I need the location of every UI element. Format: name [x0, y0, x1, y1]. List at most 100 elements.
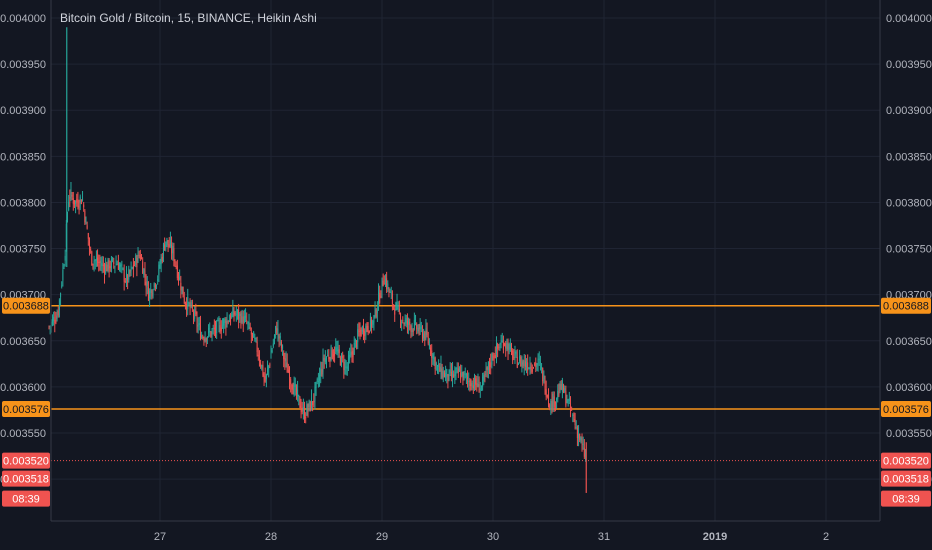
candle-body [536, 364, 538, 366]
candle-body [142, 261, 144, 274]
candle-body [374, 306, 376, 317]
candle-body [275, 326, 277, 334]
candle-body [315, 381, 317, 389]
candle-body [371, 319, 373, 328]
candle-body [166, 238, 168, 243]
candle-body [153, 283, 155, 288]
candle-body [115, 263, 117, 265]
y-tick-label: 0.003850 [886, 151, 932, 163]
candle-body [236, 309, 238, 314]
candle-body [339, 357, 341, 366]
candle-body [575, 427, 577, 429]
candle-body [304, 408, 306, 421]
candle-body [494, 354, 496, 359]
candle-body [225, 321, 227, 328]
candle-body [566, 402, 568, 404]
candle-body [188, 302, 190, 304]
candle-body [460, 372, 462, 380]
candle-body [106, 264, 108, 272]
candle-body [527, 362, 529, 371]
grid-lines [51, 0, 880, 521]
candle-body [121, 264, 123, 266]
level-tag-right [881, 401, 931, 418]
candle-body [411, 328, 413, 330]
candle-body [218, 322, 220, 324]
candle-body [129, 270, 131, 274]
candle-body [378, 291, 380, 305]
candle-body [238, 309, 240, 320]
candle-body [260, 363, 262, 367]
candle-body [425, 328, 427, 339]
candle-body [159, 266, 161, 268]
candle-body [329, 358, 331, 363]
candle-body [558, 392, 560, 396]
current-price-tag-left-label: 0.003518 [3, 474, 49, 486]
candle-body [92, 263, 94, 265]
candle-body [576, 427, 578, 439]
candle-body [284, 358, 286, 362]
candle-body [128, 268, 130, 280]
candle-body [406, 320, 408, 325]
candle-body [151, 290, 153, 297]
candle-body [499, 349, 501, 351]
x-tick-label: 27 [154, 531, 166, 543]
candle-body [219, 325, 221, 333]
candle-body [400, 315, 401, 324]
candle-body [520, 357, 522, 367]
candle-body [257, 354, 259, 357]
candle-body [572, 414, 574, 416]
candle-body [264, 376, 266, 382]
candle-body [181, 286, 183, 293]
y-tick-label: 0.003900 [886, 105, 932, 117]
candle-body [409, 321, 411, 325]
candle-body [364, 331, 366, 337]
candle-body [167, 240, 169, 245]
countdown-tag-right-label: 08:39 [892, 494, 920, 506]
candle-body [269, 364, 271, 366]
candle-body [386, 278, 388, 289]
candle-body [559, 382, 561, 392]
candle-body [442, 370, 444, 378]
candle-body [579, 433, 581, 441]
y-tick-label: 0.003900 [0, 105, 46, 117]
y-tick-label: 0.003600 [0, 382, 46, 394]
candle-body [356, 341, 358, 347]
candle-body [441, 368, 443, 379]
candle-body [478, 384, 480, 393]
candle-body [524, 361, 526, 367]
candle-body [490, 362, 492, 367]
candle-body [247, 322, 249, 324]
candle-body [439, 366, 441, 372]
candle-body [265, 374, 267, 380]
candle-body [241, 312, 243, 323]
candle-body [243, 316, 245, 323]
y-tick-label: 0.003600 [886, 382, 932, 394]
candle-body [279, 336, 281, 339]
candle-body [256, 341, 258, 353]
candle-body [93, 260, 95, 264]
candle-body [479, 388, 481, 390]
candle-body [174, 259, 176, 263]
candle-body [323, 357, 325, 362]
candle-body [291, 385, 293, 390]
candle-body [262, 365, 264, 376]
candle-body [240, 316, 242, 326]
candle-body [455, 368, 457, 374]
candle-body [467, 377, 469, 379]
candle-body [122, 268, 124, 270]
candle-body [48, 326, 50, 328]
candle-body [359, 329, 361, 331]
candle-body [580, 437, 582, 441]
candle-body [470, 384, 472, 391]
candle-body [505, 343, 507, 349]
candle-body [195, 310, 197, 315]
candle-body [320, 368, 322, 377]
candle-body [438, 363, 440, 367]
candle-body [398, 308, 400, 312]
candle-body [183, 297, 185, 304]
candle-body [569, 403, 571, 409]
candle-body [246, 320, 248, 322]
candle-body [98, 261, 100, 264]
